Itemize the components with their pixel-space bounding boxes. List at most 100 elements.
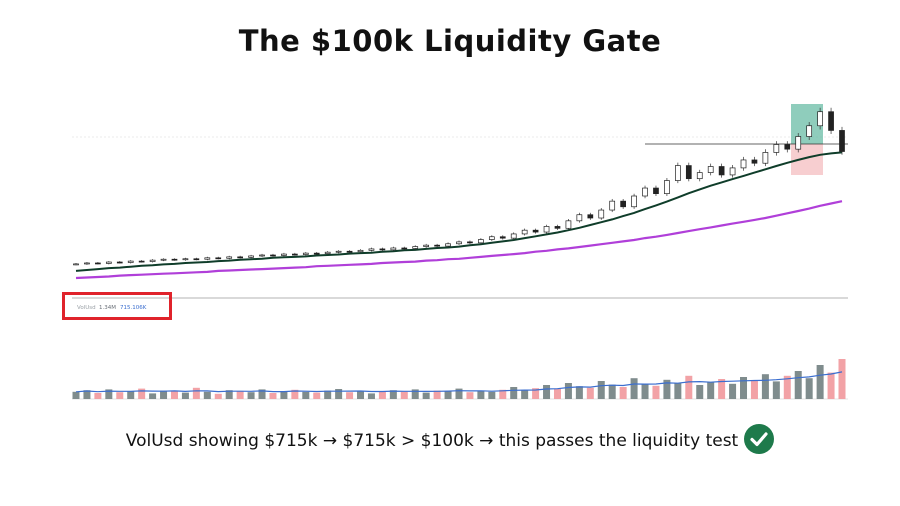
volume-bar bbox=[772, 381, 780, 399]
candle-body bbox=[467, 241, 473, 244]
candle-body bbox=[806, 125, 813, 137]
volume-bar bbox=[313, 392, 321, 399]
candle-body bbox=[576, 214, 583, 222]
volume-bar bbox=[335, 389, 343, 399]
candle-body bbox=[631, 195, 637, 208]
volume-bar bbox=[225, 390, 233, 399]
candle-body bbox=[368, 248, 375, 251]
volume-bar bbox=[455, 388, 463, 399]
volume-bar bbox=[138, 388, 146, 399]
candle-body bbox=[751, 159, 758, 164]
candle-body bbox=[795, 136, 802, 150]
volume-legend-value-1: 1.34M bbox=[99, 305, 116, 311]
volume-bar bbox=[575, 386, 583, 399]
volume-bar bbox=[236, 391, 244, 399]
volume-bar bbox=[740, 377, 748, 399]
volume-bar bbox=[160, 390, 168, 399]
volume-bar bbox=[827, 372, 835, 399]
candle-body bbox=[718, 166, 725, 176]
volume-bar bbox=[761, 374, 769, 399]
candle-body bbox=[839, 130, 845, 152]
volume-bar bbox=[324, 390, 332, 399]
candle-body bbox=[379, 248, 386, 251]
volume-bar bbox=[116, 392, 124, 399]
candle-body bbox=[357, 249, 364, 253]
candle-body bbox=[817, 111, 823, 127]
volume-bar bbox=[94, 393, 102, 399]
volume-bar bbox=[805, 378, 813, 399]
volume-bar bbox=[630, 378, 638, 399]
moving-average-line bbox=[75, 151, 843, 272]
volume-bars bbox=[72, 359, 846, 399]
volume-bar bbox=[389, 390, 397, 399]
volume-bar bbox=[641, 383, 649, 399]
volume-bar bbox=[696, 385, 704, 399]
candle-body bbox=[488, 236, 495, 240]
candle-body bbox=[565, 220, 572, 229]
candle-body bbox=[237, 256, 243, 259]
volume-bar bbox=[794, 371, 802, 399]
volume-bar bbox=[783, 375, 791, 399]
volume-bar bbox=[652, 385, 660, 399]
candle-body bbox=[313, 252, 320, 255]
volume-bar bbox=[564, 383, 572, 399]
volume-bar bbox=[685, 375, 693, 399]
candle-body bbox=[215, 257, 222, 260]
candle-body bbox=[434, 244, 440, 247]
candle-body bbox=[609, 200, 616, 211]
candle-body bbox=[456, 241, 462, 245]
volume-bar bbox=[422, 392, 430, 399]
volume-bar bbox=[729, 383, 737, 399]
volume-bar bbox=[553, 389, 561, 399]
candle-body bbox=[127, 260, 134, 263]
volume-bar bbox=[400, 391, 408, 399]
candle-body bbox=[259, 254, 265, 257]
candle-body bbox=[160, 258, 167, 261]
volume-bar bbox=[521, 390, 529, 399]
candle-body bbox=[598, 209, 605, 219]
volume-legend-label: VolUsd bbox=[77, 305, 96, 311]
candle-body bbox=[73, 263, 79, 266]
volume-bar bbox=[466, 392, 474, 399]
candle-body bbox=[335, 250, 342, 253]
candle-body bbox=[784, 144, 791, 150]
volume-bar bbox=[302, 391, 310, 399]
candle-body bbox=[675, 165, 681, 181]
candle-body bbox=[620, 200, 626, 208]
candle-body bbox=[499, 236, 506, 239]
volume-bar bbox=[750, 380, 758, 399]
candle-body bbox=[740, 159, 747, 169]
volume-bar bbox=[127, 391, 135, 399]
volume-bar bbox=[291, 389, 299, 399]
candle-body bbox=[248, 255, 254, 258]
candle-body bbox=[729, 167, 736, 176]
candle-body bbox=[554, 226, 561, 229]
volume-bar bbox=[608, 384, 616, 399]
volume-bar bbox=[477, 391, 485, 399]
volume-bar bbox=[663, 379, 671, 399]
candle-body bbox=[95, 262, 101, 265]
candle-body bbox=[478, 239, 484, 244]
volume-bar bbox=[411, 389, 419, 399]
volume-bar bbox=[433, 390, 441, 399]
volume-bar bbox=[269, 393, 277, 399]
volume-bar bbox=[247, 392, 255, 399]
volume-bar bbox=[83, 390, 91, 399]
candle-body bbox=[193, 258, 200, 261]
candle-body bbox=[521, 229, 528, 235]
candle-body bbox=[149, 259, 156, 262]
candle-body bbox=[84, 262, 90, 265]
caption-text: VolUsd showing $715k → $715k > $100k → t… bbox=[125, 431, 739, 451]
candle-body bbox=[105, 261, 112, 264]
moving-averages bbox=[75, 151, 843, 280]
volume-bar bbox=[586, 387, 594, 399]
volume-bar bbox=[346, 392, 354, 399]
candle-body bbox=[401, 247, 408, 250]
candle-body bbox=[696, 172, 703, 180]
volume-bar bbox=[214, 393, 222, 399]
volume-bar bbox=[444, 391, 452, 399]
check-circle-icon bbox=[744, 424, 775, 454]
volume-ma-line bbox=[75, 371, 843, 393]
volume-bar bbox=[597, 381, 605, 399]
